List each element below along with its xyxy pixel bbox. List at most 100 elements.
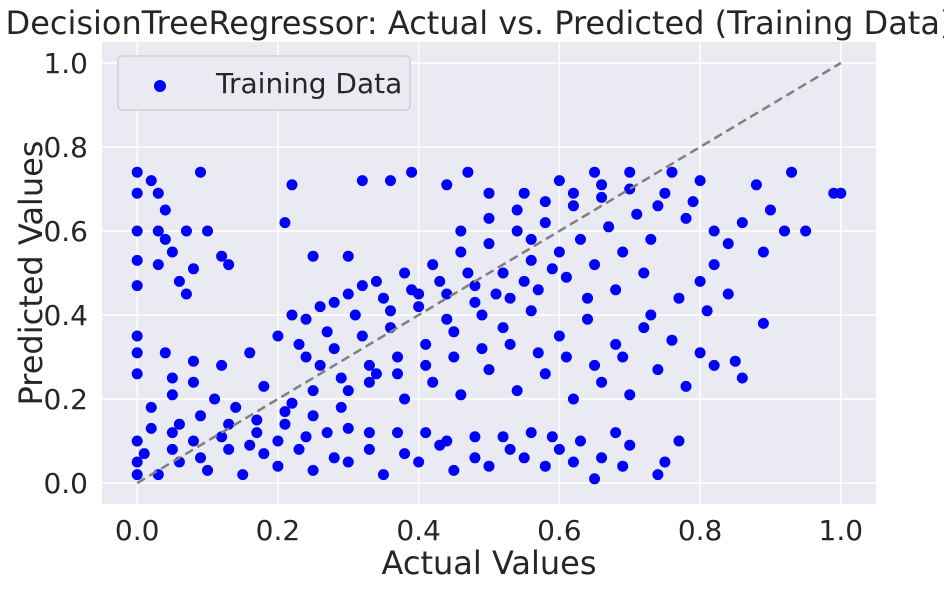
data-point <box>497 431 509 443</box>
data-point <box>159 233 171 245</box>
data-point <box>589 166 601 178</box>
data-point <box>427 376 439 388</box>
data-point <box>328 452 340 464</box>
legend: Training Data <box>117 55 411 111</box>
data-point <box>307 410 319 422</box>
data-point <box>195 452 207 464</box>
data-point <box>518 452 530 464</box>
data-point <box>159 204 171 216</box>
data-point <box>539 460 551 472</box>
data-point <box>525 305 537 317</box>
data-point <box>145 401 157 413</box>
data-point <box>694 175 706 187</box>
data-point <box>413 456 425 468</box>
data-point <box>694 275 706 287</box>
data-point <box>230 401 242 413</box>
data-point <box>251 414 263 426</box>
data-point <box>145 175 157 187</box>
data-point <box>321 427 333 439</box>
data-point <box>342 422 354 434</box>
data-point <box>434 275 446 287</box>
data-point <box>166 372 178 384</box>
data-point <box>342 288 354 300</box>
data-point <box>483 238 495 250</box>
data-point <box>209 393 221 405</box>
data-point <box>539 196 551 208</box>
x-tick-label: 0.8 <box>678 514 723 547</box>
data-point <box>701 305 713 317</box>
data-point <box>131 280 143 292</box>
data-point <box>384 305 396 317</box>
data-point <box>356 330 368 342</box>
data-point <box>223 418 235 430</box>
data-point <box>286 309 298 321</box>
data-point <box>596 376 608 388</box>
data-point <box>342 456 354 468</box>
data-point <box>202 225 214 237</box>
data-point <box>469 296 481 308</box>
y-tick-label: 1.0 <box>43 47 88 80</box>
x-tick-label: 0.2 <box>256 514 301 547</box>
x-tick-labels: 0.0 0.2 0.4 0.6 0.8 1.0 <box>115 514 863 547</box>
data-point <box>574 435 586 447</box>
data-point <box>342 250 354 262</box>
data-point <box>216 359 228 371</box>
data-point <box>518 275 530 287</box>
data-point <box>441 288 453 300</box>
data-point <box>483 212 495 224</box>
data-point <box>694 347 706 359</box>
data-point <box>251 427 263 439</box>
data-point <box>131 435 143 447</box>
data-point <box>159 347 171 359</box>
data-point <box>708 259 720 271</box>
data-point <box>420 427 432 439</box>
data-point <box>645 233 657 245</box>
data-point <box>525 427 537 439</box>
data-point <box>652 200 664 212</box>
data-point <box>490 288 502 300</box>
data-point <box>589 359 601 371</box>
data-point <box>356 280 368 292</box>
data-point <box>750 179 762 191</box>
data-point <box>462 166 474 178</box>
data-point <box>729 355 741 367</box>
data-point <box>307 464 319 476</box>
data-point <box>166 246 178 258</box>
data-point <box>680 212 692 224</box>
data-point <box>187 355 199 367</box>
data-point <box>645 309 657 321</box>
data-point <box>370 368 382 380</box>
data-point <box>286 397 298 409</box>
data-point <box>335 401 347 413</box>
data-point <box>673 292 685 304</box>
data-point <box>152 259 164 271</box>
data-point <box>532 347 544 359</box>
chart-title: DecisionTreeRegressor: Actual vs. Predic… <box>6 4 944 42</box>
data-point <box>582 292 594 304</box>
data-point <box>476 343 488 355</box>
data-point <box>187 435 199 447</box>
data-point <box>377 469 389 481</box>
data-point <box>779 225 791 237</box>
data-point <box>757 317 769 329</box>
x-tick-label: 1.0 <box>819 514 864 547</box>
data-point <box>448 326 460 338</box>
data-point <box>406 166 418 178</box>
data-point <box>223 443 235 455</box>
data-point <box>328 343 340 355</box>
data-point <box>300 431 312 443</box>
data-point <box>708 359 720 371</box>
data-point <box>237 469 249 481</box>
data-point <box>244 439 256 451</box>
data-point <box>504 443 516 455</box>
data-point <box>659 456 671 468</box>
data-point <box>610 284 622 296</box>
data-point <box>370 275 382 287</box>
data-point <box>363 359 375 371</box>
data-point <box>497 322 509 334</box>
data-point <box>567 393 579 405</box>
data-point <box>195 410 207 422</box>
data-point <box>539 368 551 380</box>
data-point <box>272 330 284 342</box>
